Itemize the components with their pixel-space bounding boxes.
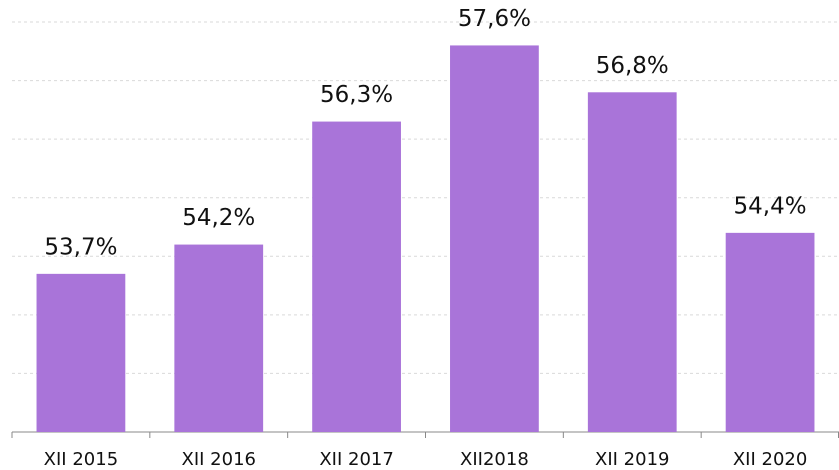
x-tick-label: XII 2017: [319, 449, 393, 470]
bar: [450, 45, 539, 433]
bar: [725, 232, 815, 432]
x-tick-label: XII 2016: [182, 449, 256, 470]
x-tick-label: XII2018: [460, 449, 529, 470]
bar: [312, 121, 401, 433]
data-label: 54,4%: [734, 193, 807, 219]
data-label: 54,2%: [182, 205, 255, 231]
data-label: 57,6%: [458, 6, 531, 32]
bar: [174, 244, 264, 432]
bar: [36, 273, 126, 432]
data-label: 56,3%: [320, 82, 393, 108]
data-label: 53,7%: [44, 234, 117, 260]
bar: [587, 92, 677, 433]
data-label: 56,8%: [596, 53, 669, 79]
x-tick-label: XII 2019: [595, 449, 669, 470]
x-tick-label: XII 2020: [733, 449, 807, 470]
x-tick-label: XII 2015: [44, 449, 118, 470]
